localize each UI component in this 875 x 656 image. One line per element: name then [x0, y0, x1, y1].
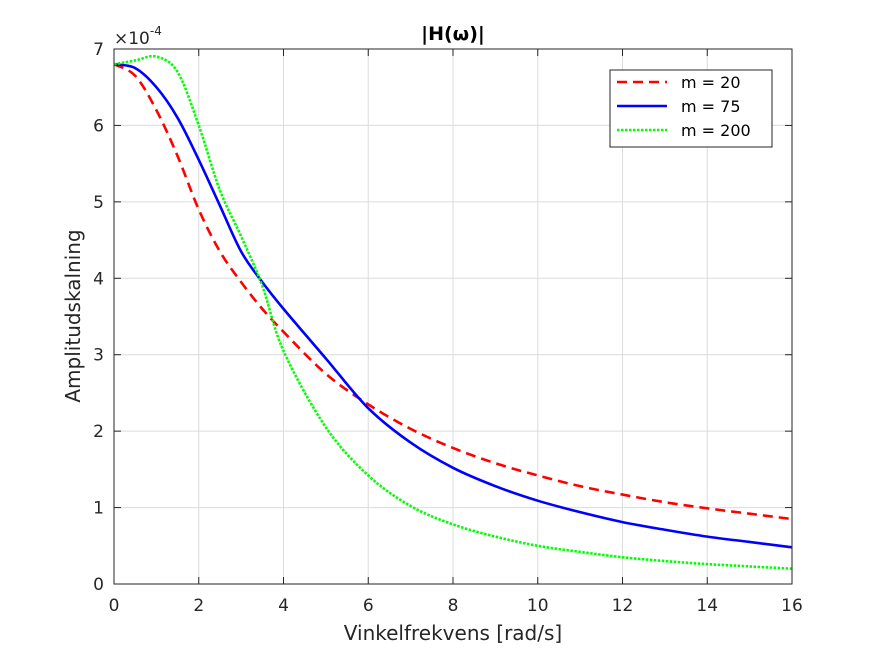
legend-label-m-20: m = 20 [681, 73, 741, 92]
series-line-m-20 [113, 63, 793, 521]
y-tick-label: 5 [93, 193, 104, 213]
series-line-m-200 [113, 54, 793, 571]
y-exponent-label: ×10-4 [114, 24, 162, 49]
y-axis-label: Amplitudskalning [61, 229, 85, 402]
x-tick-label: 14 [696, 596, 718, 616]
x-tick-label: 12 [612, 596, 634, 616]
tick-marks [113, 48, 793, 585]
y-tick-labels: 0 1 2 3 4 5 6 7 [93, 40, 104, 595]
legend-label-m-200: m = 200 [681, 121, 751, 140]
series-group [113, 54, 793, 571]
y-tick-label: 1 [93, 499, 104, 519]
y-tick-label: 0 [93, 575, 104, 595]
chart-title: |H(ω)| [421, 23, 485, 45]
x-axis-label: Vinkelfrekvens [rad/s] [344, 621, 562, 645]
x-tick-labels: 0 2 4 6 8 10 12 14 16 [109, 596, 803, 616]
legend-label-m-75: m = 75 [681, 97, 741, 116]
x-tick-label: 6 [363, 596, 374, 616]
x-tick-label: 4 [278, 596, 289, 616]
legend: m = 20 m = 75 m = 200 [609, 69, 773, 148]
y-tick-label: 6 [93, 116, 104, 136]
y-tick-label: 2 [93, 422, 104, 442]
x-tick-label: 2 [193, 596, 204, 616]
x-tick-label: 16 [781, 596, 803, 616]
x-tick-label: 8 [448, 596, 459, 616]
y-tick-label: 4 [93, 269, 104, 289]
x-tick-label: 10 [527, 596, 549, 616]
x-tick-label: 0 [109, 596, 120, 616]
y-tick-label: 3 [93, 346, 104, 366]
series-line-m-75 [113, 63, 793, 549]
y-tick-label: 7 [93, 40, 104, 60]
